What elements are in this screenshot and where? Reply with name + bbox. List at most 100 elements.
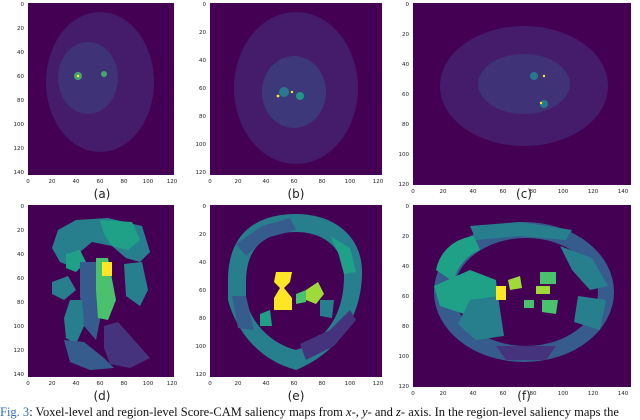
panel-c-ytick: 20 bbox=[402, 32, 409, 38]
panel-f-regions bbox=[434, 222, 614, 362]
panel-b-xtick: 80 bbox=[319, 179, 326, 185]
panel-d-ytick: 0 bbox=[21, 204, 25, 210]
panel-f-xtick: 0 bbox=[411, 391, 415, 397]
panel-e-xtick: 0 bbox=[208, 381, 212, 387]
panel-f: 0 20 40 60 80 100 120 140 0 20 40 60 80 … bbox=[399, 204, 631, 403]
panel-b-ytick: 60 bbox=[199, 86, 206, 92]
panel-e-ytick: 0 bbox=[203, 204, 207, 210]
panel-a-ytick: 120 bbox=[14, 146, 25, 152]
panel-c-yticks: 0 20 40 60 80 100 120 bbox=[399, 2, 410, 188]
panel-a-ytick: 60 bbox=[17, 74, 24, 80]
panel-d-ytick: 120 bbox=[14, 348, 25, 354]
panel-d-ytick: 40 bbox=[17, 252, 24, 258]
panel-f-xtick: 80 bbox=[530, 391, 537, 397]
panel-b-ytick: 80 bbox=[199, 114, 206, 120]
panel-f-ytick: 100 bbox=[399, 354, 410, 360]
panel-d-label: (d) bbox=[94, 389, 111, 403]
panel-b-ytick: 40 bbox=[199, 58, 206, 64]
panel-b: 0 20 40 60 80 100 120 0 20 40 60 80 100 … bbox=[196, 2, 384, 201]
panel-a-xtick: 0 bbox=[26, 179, 30, 185]
panel-f-label: (f) bbox=[517, 389, 531, 403]
panel-d-ytick: 60 bbox=[17, 276, 24, 282]
panel-a-ytick: 140 bbox=[14, 170, 25, 176]
panel-c-ytick: 40 bbox=[402, 62, 409, 68]
panel-a-xtick: 40 bbox=[73, 179, 80, 185]
panel-c-xticks: 0 20 40 60 80 100 120 140 bbox=[411, 189, 628, 195]
panel-c-ytick: 120 bbox=[399, 182, 410, 188]
panel-f-yticks: 0 20 40 60 80 100 120 bbox=[399, 204, 410, 390]
caption-axis-y: y bbox=[362, 405, 368, 419]
panel-e-ytick: 80 bbox=[199, 316, 206, 322]
panel-d-ytick: 80 bbox=[17, 300, 24, 306]
panel-d-yticks: 0 20 40 60 80 100 120 140 bbox=[14, 204, 25, 378]
panel-a-xtick: 20 bbox=[49, 179, 56, 185]
panel-a-ytick: 20 bbox=[17, 26, 24, 32]
panel-c-xtick: 80 bbox=[530, 189, 537, 195]
panel-b-ytick: 100 bbox=[196, 142, 207, 148]
panel-e-xtick: 100 bbox=[345, 381, 356, 387]
caption-text-1: : Voxel-level and region-level Score-CAM… bbox=[29, 405, 347, 419]
panel-f-xtick: 60 bbox=[500, 391, 507, 397]
panel-d-xticks: 0 20 40 60 80 100 120 bbox=[26, 381, 177, 387]
panel-a-xtick: 120 bbox=[167, 179, 178, 185]
panel-b-yticks: 0 20 40 60 80 100 120 bbox=[196, 2, 207, 176]
panel-d-regions bbox=[52, 218, 150, 370]
panel-e-xtick: 40 bbox=[263, 381, 270, 387]
panel-d-xtick: 20 bbox=[49, 381, 56, 387]
caption-axis-x: x bbox=[346, 405, 352, 419]
panel-c-ytick: 60 bbox=[402, 92, 409, 98]
panel-d-xtick: 60 bbox=[97, 381, 104, 387]
panel-e-regions bbox=[228, 214, 362, 370]
panel-d-ytick: 20 bbox=[17, 228, 24, 234]
panel-e-ytick: 100 bbox=[196, 344, 207, 350]
panel-e: 0 20 40 60 80 100 120 0 20 40 60 80 100 … bbox=[196, 204, 384, 403]
panel-d-xtick: 100 bbox=[143, 381, 154, 387]
panel-b-xtick: 20 bbox=[235, 179, 242, 185]
panel-c-xtick: 60 bbox=[500, 189, 507, 195]
panel-c-xtick: 20 bbox=[440, 189, 447, 195]
panel-e-ytick: 120 bbox=[196, 372, 207, 378]
panel-b-xtick: 60 bbox=[291, 179, 298, 185]
figure-caption: Fig. 3: Voxel-level and region-level Sco… bbox=[0, 405, 640, 420]
panel-e-ytick: 20 bbox=[199, 232, 206, 238]
panel-c-ytick: 0 bbox=[406, 2, 410, 8]
panel-f-xticks: 0 20 40 60 80 100 120 140 bbox=[411, 391, 628, 397]
panel-f-xtick: 100 bbox=[558, 391, 569, 397]
panel-a-heatmap bbox=[46, 12, 154, 152]
panel-e-xticks: 0 20 40 60 80 100 120 bbox=[208, 381, 383, 387]
caption-text-3: - and bbox=[367, 405, 397, 419]
panel-a-ytick: 0 bbox=[21, 2, 25, 8]
panel-c: 0 20 40 60 80 100 120 140 0 20 40 60 80 … bbox=[399, 2, 631, 201]
panel-f-ytick: 40 bbox=[402, 264, 409, 270]
panel-e-xtick: 120 bbox=[373, 381, 384, 387]
panel-a-yticks: 0 20 40 60 80 100 120 140 bbox=[14, 2, 25, 176]
panel-c-xtick: 40 bbox=[470, 189, 477, 195]
panel-c-xtick: 0 bbox=[411, 189, 415, 195]
panel-d-xtick: 0 bbox=[26, 381, 30, 387]
panel-f-ytick: 60 bbox=[402, 294, 409, 300]
panel-b-xtick: 120 bbox=[373, 179, 384, 185]
panel-b-xtick: 40 bbox=[263, 179, 270, 185]
panel-c-ytick: 100 bbox=[399, 152, 410, 158]
panel-d-xtick: 40 bbox=[73, 381, 80, 387]
panel-e-ytick: 40 bbox=[199, 260, 206, 266]
panel-f-ytick: 20 bbox=[402, 234, 409, 240]
panel-b-ytick: 0 bbox=[203, 2, 207, 8]
caption-text-4: - axis. In the region-level saliency map… bbox=[400, 405, 619, 419]
panel-e-xtick: 80 bbox=[319, 381, 326, 387]
panel-b-xtick: 100 bbox=[345, 179, 356, 185]
panel-f-xtick: 40 bbox=[470, 391, 477, 397]
panel-e-yticks: 0 20 40 60 80 100 120 bbox=[196, 204, 207, 378]
panel-d-ytick: 100 bbox=[14, 324, 25, 330]
panel-d-ytick: 140 bbox=[14, 372, 25, 378]
panel-d-xtick: 120 bbox=[167, 381, 178, 387]
panel-c-xtick: 120 bbox=[588, 189, 599, 195]
caption-text-2: -, bbox=[351, 405, 362, 419]
panel-a-xtick: 80 bbox=[121, 179, 128, 185]
panel-b-xtick: 0 bbox=[208, 179, 212, 185]
panel-a-xtick: 100 bbox=[143, 179, 154, 185]
panel-a-ytick: 40 bbox=[17, 50, 24, 56]
panel-e-xtick: 60 bbox=[291, 381, 298, 387]
panel-b-heatmap bbox=[234, 12, 358, 164]
